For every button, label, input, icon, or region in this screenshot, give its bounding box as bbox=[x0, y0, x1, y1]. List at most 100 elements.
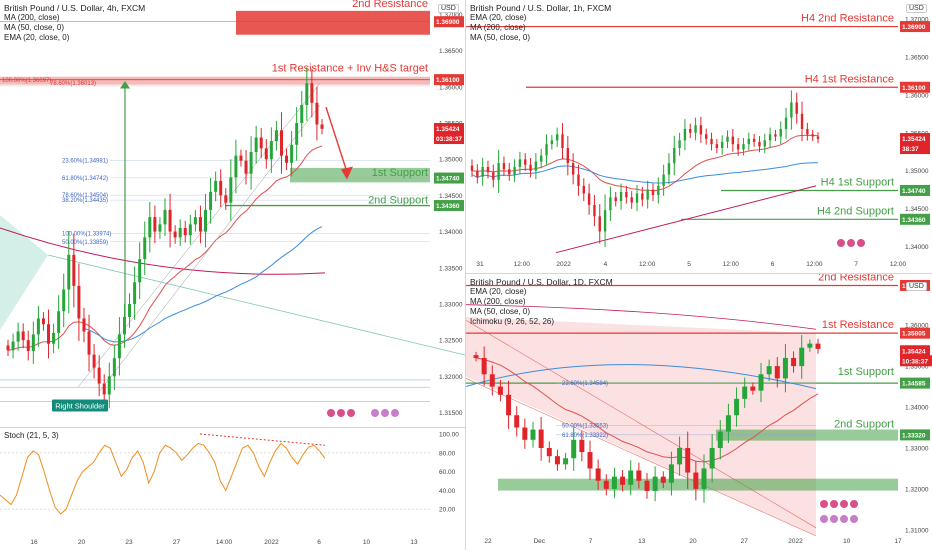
br-x-tick: 10 bbox=[843, 538, 851, 545]
tr-candle bbox=[566, 147, 570, 164]
tr-tag-r1-bg bbox=[900, 81, 930, 93]
chart-1h-svg: H4 2nd Resistance H4 1st Resistance H4 1st… bbox=[466, 13, 930, 268]
tl-y-tick: 1.32500 bbox=[439, 338, 463, 345]
pullback-arrow-head bbox=[341, 166, 353, 180]
tr-candle bbox=[710, 138, 713, 145]
tr-candle bbox=[630, 197, 633, 203]
stoch-y-tick: 60.00 bbox=[439, 469, 456, 476]
event-flag-icon bbox=[829, 514, 839, 524]
br-candle bbox=[660, 476, 666, 483]
ema20-1d-line bbox=[475, 357, 819, 463]
tl-y-tick: 1.33500 bbox=[439, 265, 463, 272]
tl-candle bbox=[16, 331, 20, 342]
tl-y-tick: 1.32000 bbox=[439, 374, 463, 381]
horizontal-divider-right bbox=[466, 273, 932, 274]
tl-y-tick: 1.35000 bbox=[439, 157, 463, 164]
tr-candle bbox=[619, 191, 623, 202]
tr-candle bbox=[614, 197, 617, 202]
tr-candle bbox=[747, 138, 750, 145]
currency-badge-1h[interactable]: USD bbox=[906, 4, 927, 13]
event-flag-icon bbox=[849, 514, 859, 524]
label-d-s1: 1st Support bbox=[838, 366, 894, 378]
event-flag-icon bbox=[370, 408, 380, 418]
label-r2: 2nd Resistance bbox=[352, 0, 428, 10]
legend-ma200-1h: MA (200, close) bbox=[470, 23, 526, 32]
ma200-1d-line bbox=[466, 304, 817, 330]
stoch-line bbox=[0, 442, 326, 515]
tr-candle bbox=[481, 166, 484, 177]
tr-candle bbox=[758, 141, 761, 147]
br-candle bbox=[750, 386, 756, 391]
tl-candle bbox=[36, 318, 40, 335]
chart-1d-svg: 2nd Resistance 1st Resistance 1st Support 2… bbox=[466, 274, 932, 545]
tr-x-tick: 12:00 bbox=[639, 261, 656, 268]
br-candle bbox=[774, 366, 780, 379]
tr-candle bbox=[593, 204, 596, 217]
target-arrow-head bbox=[120, 81, 130, 89]
tl-candle bbox=[67, 254, 71, 290]
ma200-line bbox=[0, 227, 326, 275]
tr-candle bbox=[486, 166, 490, 173]
chart-1d-title: British Pound / U.S. Dollar, 1D, FXCM bbox=[470, 277, 613, 287]
tl-x-tick: 2022 bbox=[264, 539, 279, 546]
tr-candle bbox=[598, 216, 601, 232]
event-flag-icon bbox=[829, 499, 839, 509]
tr-candle bbox=[641, 193, 644, 200]
event-flag-icon bbox=[846, 238, 856, 248]
br-candle bbox=[514, 415, 520, 428]
tr-tag-s2: 1.34360 bbox=[902, 217, 926, 224]
tr-candle bbox=[678, 140, 681, 148]
legend-ma50-1d: MA (50, close, 0) bbox=[470, 307, 531, 316]
chart-1h-legend: British Pound / U.S. Dollar, 1h, FXCM EM… bbox=[470, 3, 611, 43]
tl-candle bbox=[107, 376, 111, 395]
label-h4-s1: H4 1st Support bbox=[821, 176, 894, 188]
currency-badge-1d[interactable]: USD bbox=[906, 282, 927, 291]
tr-candle bbox=[699, 125, 703, 135]
tr-x-tick: 6 bbox=[771, 261, 775, 268]
br-candle bbox=[554, 456, 560, 465]
tr-candle bbox=[683, 129, 687, 141]
tl-x-tick: 27 bbox=[173, 539, 181, 546]
event-flag-icon bbox=[390, 408, 400, 418]
br-tag-s1: 1.34585 bbox=[902, 381, 926, 388]
tr-candle bbox=[736, 144, 740, 150]
tr-candle bbox=[816, 136, 820, 139]
br-tag-s2: 1.33320 bbox=[902, 432, 926, 439]
br-candle bbox=[628, 470, 634, 485]
tr-candle bbox=[779, 129, 782, 137]
tl-tag-time-bg bbox=[434, 133, 464, 145]
fib-label: 38.20%(1.34435) bbox=[62, 198, 108, 204]
tl-candle bbox=[274, 130, 278, 142]
chart-4h-panel[interactable]: British Pound / U.S. Dollar, 4h, FXCM MA… bbox=[0, 0, 465, 427]
tl-candle bbox=[234, 155, 238, 178]
tr-candle bbox=[534, 161, 538, 171]
tl-candle bbox=[320, 124, 324, 129]
event-flag-icon bbox=[839, 514, 849, 524]
tl-candle bbox=[290, 144, 294, 163]
br-candle bbox=[668, 464, 674, 483]
br-tag-s1-bg bbox=[900, 377, 930, 389]
tr-candle bbox=[774, 134, 777, 137]
chart-1d-panel[interactable]: British Pound / U.S. Dollar, 1D, FXCM EM… bbox=[466, 274, 932, 550]
chart-1h-panel[interactable]: British Pound / U.S. Dollar, 1h, FXCM EM… bbox=[466, 0, 932, 273]
tl-candle bbox=[188, 224, 192, 236]
tr-tag-r1: 1.36100 bbox=[902, 85, 926, 92]
tr-candle bbox=[784, 117, 788, 129]
tl-candle bbox=[249, 151, 253, 174]
br-candle bbox=[579, 439, 585, 453]
tr-tag-r2-bg bbox=[900, 21, 930, 33]
br-x-tick: 22 bbox=[484, 538, 492, 545]
tr-x-tick: 12:00 bbox=[890, 261, 907, 268]
currency-badge[interactable]: USD bbox=[438, 4, 459, 13]
br-candle bbox=[497, 386, 503, 395]
br-y-tick: 1.33000 bbox=[905, 445, 929, 452]
tl-candle bbox=[300, 104, 304, 124]
tr-candle bbox=[720, 141, 724, 148]
stoch-panel[interactable]: Stoch (21, 5, 3) 100.00 80.00 60.00 40.00 20… bbox=[0, 428, 465, 550]
zone-s1 bbox=[290, 167, 430, 183]
tl-candle bbox=[193, 217, 197, 225]
tr-candle bbox=[470, 165, 474, 171]
tl-candle bbox=[26, 340, 30, 352]
tl-candle bbox=[198, 217, 202, 232]
channel-lower bbox=[466, 378, 817, 537]
